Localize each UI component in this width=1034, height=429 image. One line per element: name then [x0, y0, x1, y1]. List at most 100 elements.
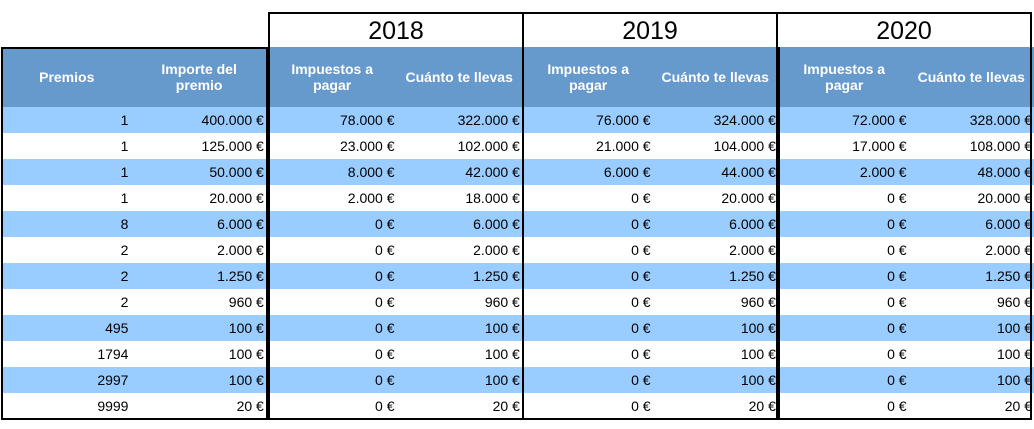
cell-y2018-impuestos: 0 €	[265, 367, 397, 393]
cell-y2020-impuestos: 72.000 €	[777, 107, 909, 133]
cell-y2020-impuestos: 0 €	[777, 341, 909, 367]
cell-y2019-llevas: 1.250 €	[652, 263, 779, 289]
cell-y2020-impuestos: 0 €	[777, 367, 909, 393]
cell-y2019-impuestos: 0 €	[521, 367, 653, 393]
table-row: 1 400.000 €78.000 €322.000 €76.000 €324.0…	[1, 107, 1034, 133]
cell-y2020-impuestos: 2.000 €	[777, 159, 909, 185]
cell-y2020-llevas: 960 €	[908, 289, 1034, 315]
cell-y2019-impuestos: 21.000 €	[521, 133, 653, 159]
cell-y2018-llevas: 100 €	[396, 315, 523, 341]
cell-y2018-llevas: 42.000 €	[396, 159, 523, 185]
cell-y2018-llevas: 20 €	[396, 393, 523, 419]
cell-y2019-impuestos: 0 €	[521, 263, 653, 289]
cell-y2018-impuestos: 0 €	[265, 211, 397, 237]
cell-y2019-llevas: 960 €	[652, 289, 779, 315]
cell-y2020-impuestos: 0 €	[777, 315, 909, 341]
table-row: 9999 20 €0 €20 €0 €20 €0 €20 €	[1, 393, 1034, 419]
cell-y2018-llevas: 2.000 €	[396, 237, 523, 263]
cell-y2018-llevas: 102.000 €	[396, 133, 523, 159]
cell-premios: 2	[1, 237, 133, 263]
cell-y2020-impuestos: 17.000 €	[777, 133, 909, 159]
cell-y2019-impuestos: 0 €	[521, 185, 653, 211]
cell-y2018-llevas: 322.000 €	[396, 107, 523, 133]
cell-y2018-impuestos: 0 €	[265, 341, 397, 367]
cell-y2020-impuestos: 0 €	[777, 185, 909, 211]
cell-y2018-llevas: 6.000 €	[396, 211, 523, 237]
cell-y2019-llevas: 100 €	[652, 341, 779, 367]
table-row: 2 960 €0 €960 €0 €960 €0 €960 €	[1, 289, 1034, 315]
cell-y2019-impuestos: 76.000 €	[521, 107, 653, 133]
cell-premios: 2	[1, 289, 133, 315]
cell-importe: 50.000 €	[132, 159, 267, 185]
cell-y2018-llevas: 100 €	[396, 341, 523, 367]
cell-y2019-llevas: 100 €	[652, 315, 779, 341]
cell-y2020-llevas: 20 €	[908, 393, 1034, 419]
cell-y2020-llevas: 100 €	[908, 341, 1034, 367]
year-2019-header: 2019	[522, 12, 776, 48]
cell-y2019-impuestos: 0 €	[521, 341, 653, 367]
cell-premios: 1794	[1, 341, 133, 367]
cell-y2020-llevas: 48.000 €	[908, 159, 1034, 185]
cell-importe: 20.000 €	[132, 185, 267, 211]
cell-y2019-llevas: 104.000 €	[652, 133, 779, 159]
cell-y2019-impuestos: 6.000 €	[521, 159, 653, 185]
table-row: 1 50.000 €8.000 €42.000 €6.000 €44.000 €2…	[1, 159, 1034, 185]
cell-importe: 400.000 €	[132, 107, 267, 133]
cell-y2019-impuestos: 0 €	[521, 289, 653, 315]
table-row: 495 100 €0 €100 €0 €100 €0 €100 €	[1, 315, 1034, 341]
cell-y2020-llevas: 1.250 €	[908, 263, 1034, 289]
header-impuestos-2020: Impuestos a pagar	[777, 47, 909, 107]
cell-importe: 100 €	[132, 315, 267, 341]
prize-table: Premios Importe del premio Impuestos a p…	[1, 47, 1034, 419]
cell-premios: 1	[1, 159, 133, 185]
cell-y2020-impuestos: 0 €	[777, 289, 909, 315]
cell-importe: 2.000 €	[132, 237, 267, 263]
column-header-row: Premios Importe del premio Impuestos a p…	[1, 47, 1034, 107]
cell-y2019-llevas: 44.000 €	[652, 159, 779, 185]
cell-y2020-llevas: 2.000 €	[908, 237, 1034, 263]
cell-y2020-llevas: 100 €	[908, 315, 1034, 341]
cell-y2019-llevas: 324.000 €	[652, 107, 779, 133]
table-row: 1 125.000 €23.000 €102.000 €21.000 €104.0…	[1, 133, 1034, 159]
header-impuestos-2019: Impuestos a pagar	[521, 47, 653, 107]
cell-y2018-impuestos: 8.000 €	[265, 159, 397, 185]
cell-importe: 20 €	[132, 393, 267, 419]
year-2018-header: 2018	[268, 12, 522, 48]
header-llevas-2020: Cuánto te llevas	[908, 47, 1034, 107]
cell-y2019-llevas: 20 €	[652, 393, 779, 419]
cell-premios: 495	[1, 315, 133, 341]
cell-premios: 2997	[1, 367, 133, 393]
cell-y2020-impuestos: 0 €	[777, 393, 909, 419]
cell-y2020-impuestos: 0 €	[777, 263, 909, 289]
cell-y2019-impuestos: 0 €	[521, 237, 653, 263]
header-impuestos-2018: Impuestos a pagar	[265, 47, 397, 107]
table-row: 1 20.000 €2.000 €18.000 €0 €20.000 €0 €20…	[1, 185, 1034, 211]
header-llevas-2018: Cuánto te llevas	[396, 47, 523, 107]
cell-importe: 100 €	[132, 341, 267, 367]
cell-y2018-llevas: 100 €	[396, 367, 523, 393]
cell-y2020-llevas: 100 €	[908, 367, 1034, 393]
cell-importe: 125.000 €	[132, 133, 267, 159]
cell-premios: 9999	[1, 393, 133, 419]
year-header-row: 2018 2019 2020	[268, 12, 1032, 48]
cell-y2018-impuestos: 78.000 €	[265, 107, 397, 133]
table-row: 2997 100 €0 €100 €0 €100 €0 €100 €	[1, 367, 1034, 393]
cell-premios: 1	[1, 185, 133, 211]
cell-premios: 8	[1, 211, 133, 237]
cell-y2020-llevas: 6.000 €	[908, 211, 1034, 237]
cell-y2019-llevas: 100 €	[652, 367, 779, 393]
cell-premios: 2	[1, 263, 133, 289]
cell-importe: 100 €	[132, 367, 267, 393]
cell-y2020-llevas: 108.000 €	[908, 133, 1034, 159]
cell-y2018-impuestos: 0 €	[265, 315, 397, 341]
cell-y2020-llevas: 328.000 €	[908, 107, 1034, 133]
cell-premios: 1	[1, 107, 133, 133]
cell-y2018-impuestos: 0 €	[265, 393, 397, 419]
table-row: 1794 100 €0 €100 €0 €100 €0 €100 €	[1, 341, 1034, 367]
table-row: 2 2.000 €0 €2.000 €0 €2.000 €0 €2.000 €	[1, 237, 1034, 263]
year-2020-header: 2020	[776, 12, 1032, 48]
header-premios: Premios	[1, 47, 133, 107]
cell-y2018-impuestos: 2.000 €	[265, 185, 397, 211]
cell-y2019-llevas: 2.000 €	[652, 237, 779, 263]
